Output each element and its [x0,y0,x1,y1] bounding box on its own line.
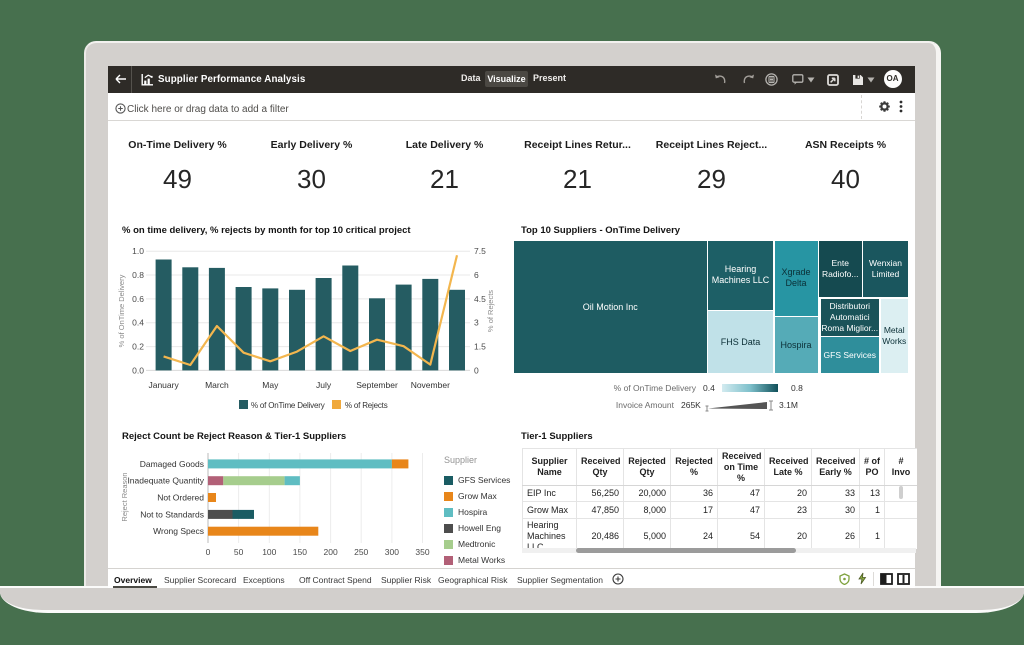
svg-text:0.8: 0.8 [132,270,144,280]
svg-text:Not to Standards: Not to Standards [140,509,204,519]
svg-text:0: 0 [206,547,211,557]
svg-text:Reject Reason: Reject Reason [120,472,129,521]
svg-text:% of Rejects: % of Rejects [486,290,495,332]
svg-text:September: September [356,380,398,390]
svg-text:200: 200 [324,547,338,557]
svg-text:March: March [205,380,229,390]
svg-text:50: 50 [234,547,244,557]
svg-text:July: July [316,380,332,390]
svg-text:Not Ordered: Not Ordered [157,493,204,503]
svg-text:% of OnTime Delivery: % of OnTime Delivery [117,274,126,347]
svg-text:May: May [262,380,279,390]
svg-text:January: January [148,380,179,390]
svg-text:Wrong Specs: Wrong Specs [153,526,204,536]
svg-text:6: 6 [474,270,479,280]
svg-text:0.4: 0.4 [132,318,144,328]
svg-text:1.0: 1.0 [132,246,144,256]
svg-text:4.5: 4.5 [474,294,486,304]
svg-text:3: 3 [474,318,479,328]
svg-text:250: 250 [354,547,368,557]
svg-text:0.0: 0.0 [132,365,144,375]
svg-text:100: 100 [262,547,276,557]
svg-text:Damaged Goods: Damaged Goods [140,459,204,469]
svg-text:0.6: 0.6 [132,294,144,304]
svg-text:November: November [411,380,450,390]
svg-text:0: 0 [474,365,479,375]
svg-text:150: 150 [293,547,307,557]
svg-text:350: 350 [415,547,429,557]
svg-text:7.5: 7.5 [474,246,486,256]
svg-text:0.2: 0.2 [132,342,144,352]
svg-text:% of OnTime Delivery: % of OnTime Delivery [251,401,325,410]
svg-text:300: 300 [385,547,399,557]
svg-text:Inadequate Quantity: Inadequate Quantity [127,476,204,486]
svg-text:% of Rejects: % of Rejects [345,401,388,410]
svg-text:1.5: 1.5 [474,342,486,352]
